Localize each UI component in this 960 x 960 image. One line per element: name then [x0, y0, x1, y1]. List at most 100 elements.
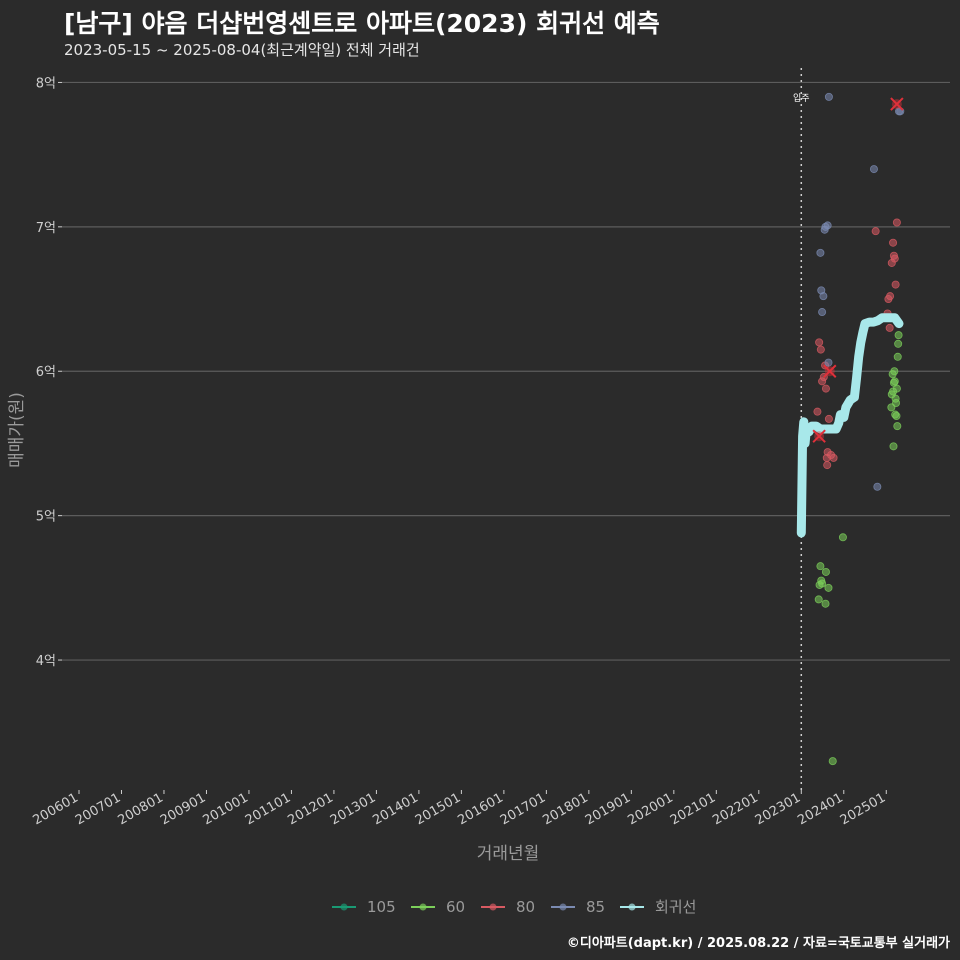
y-tick-label: 6억	[36, 365, 56, 380]
legend-key-dot	[340, 903, 348, 911]
data-point-85	[824, 358, 833, 367]
data-point-60	[821, 567, 830, 576]
x-axis-ticks: 2006012007012008012009012010012011012012…	[31, 790, 888, 828]
data-point-80	[813, 407, 822, 416]
x-tick-label: 200801	[115, 790, 165, 828]
x-tick-label: 202501	[838, 790, 888, 828]
legend-key-dot	[489, 903, 497, 911]
x-tick-label: 200701	[73, 790, 123, 828]
chart-subtitle: 2023-05-15 ~ 2025-08-04(최근계약일) 전체 거래건	[64, 41, 420, 59]
highlight-marker	[812, 429, 826, 443]
data-point-80	[815, 338, 824, 347]
data-point-80	[886, 292, 895, 301]
x-tick-label: 202101	[668, 790, 718, 828]
legend-item-60: 60	[411, 898, 465, 916]
legend-label: 80	[516, 898, 535, 916]
data-point-60	[894, 339, 903, 348]
legend-label: 60	[446, 898, 465, 916]
data-point-60	[828, 757, 837, 766]
grid-lines	[62, 81, 950, 661]
y-tick-label: 7억	[36, 221, 56, 236]
scatter-points	[813, 92, 905, 766]
data-point-80	[821, 384, 830, 393]
data-point-60	[894, 331, 903, 340]
legend-key-dot	[559, 903, 567, 911]
data-point-85	[819, 292, 828, 301]
legend-item-회귀선: 회귀선	[620, 898, 696, 916]
legend-label: 회귀선	[655, 898, 696, 916]
data-point-80	[885, 323, 894, 332]
move-in-label: 입주	[793, 92, 810, 104]
y-axis-ticks: 4억 5억 6억 7억 8억	[36, 76, 62, 669]
data-point-60	[893, 352, 902, 361]
x-tick-label: 202001	[625, 790, 675, 828]
y-tick-label: 5억	[36, 510, 56, 525]
legend-item-85: 85	[551, 898, 605, 916]
data-point-80	[829, 453, 838, 462]
data-point-85	[823, 221, 832, 230]
x-tick-label: 201601	[455, 790, 505, 828]
data-point-60	[838, 533, 847, 542]
legend-key-dot	[628, 903, 636, 911]
legend-item-80: 80	[481, 898, 535, 916]
data-point-85	[824, 92, 833, 101]
data-point-60	[821, 599, 830, 608]
legend-label: 85	[586, 898, 605, 916]
x-tick-label: 201801	[540, 790, 590, 828]
y-axis-title: 매매가(원)	[7, 392, 27, 468]
highlight-cross	[812, 429, 826, 443]
data-point-60	[818, 579, 827, 588]
data-point-60	[892, 412, 901, 421]
x-axis-title: 거래년월	[477, 844, 540, 864]
legend-label: 105	[367, 898, 396, 916]
y-tick-label: 8억	[36, 76, 56, 91]
highlight-cross	[823, 364, 837, 378]
data-point-85	[816, 248, 825, 257]
data-point-80	[816, 345, 825, 354]
legend-item-105: 105	[332, 898, 396, 916]
data-point-85	[869, 165, 878, 174]
highlight-cross	[890, 97, 904, 111]
x-tick-label: 202301	[753, 790, 803, 828]
data-point-80	[824, 414, 833, 423]
x-tick-label: 201901	[583, 790, 633, 828]
data-point-85	[873, 482, 882, 491]
data-point-85	[818, 308, 827, 317]
x-tick-label: 201501	[413, 790, 463, 828]
x-tick-label: 200601	[31, 790, 81, 828]
data-point-60	[824, 583, 833, 592]
data-point-80	[889, 238, 898, 247]
x-tick-label: 201101	[243, 790, 293, 828]
data-point-60	[890, 377, 899, 386]
data-point-80	[823, 461, 832, 470]
x-tick-label: 201201	[285, 790, 335, 828]
x-tick-label: 202401	[795, 790, 845, 828]
x-tick-label: 201401	[370, 790, 420, 828]
data-point-60	[814, 595, 823, 604]
x-tick-label: 201301	[328, 790, 378, 828]
data-point-80	[890, 254, 899, 263]
y-tick-label: 4억	[36, 654, 56, 669]
highlight-markers	[812, 97, 904, 443]
x-tick-label: 200901	[158, 790, 208, 828]
regression-line	[796, 313, 904, 538]
legend: 105 60 80 85 회귀선	[332, 898, 696, 916]
x-tick-label: 201001	[200, 790, 250, 828]
highlight-marker	[890, 97, 904, 111]
data-point-60	[891, 394, 900, 403]
chart-title: [남구] 야음 더샵번영센트로 아파트(2023) 회귀선 예측	[64, 9, 660, 38]
data-point-80	[892, 218, 901, 227]
x-tick-label: 201701	[498, 790, 548, 828]
regression-line-group	[796, 313, 904, 538]
highlight-marker	[823, 364, 837, 378]
x-tick-label: 202201	[710, 790, 760, 828]
data-point-80	[871, 227, 880, 236]
source-caption: ©디아파트(dapt.kr) / 2025.08.22 / 자료=국토교통부 실…	[566, 936, 950, 951]
legend-key-dot	[419, 903, 427, 911]
data-point-60	[816, 562, 825, 571]
data-point-60	[889, 387, 898, 396]
data-point-80	[891, 280, 900, 289]
data-point-60	[890, 367, 899, 376]
data-point-60	[893, 422, 902, 431]
